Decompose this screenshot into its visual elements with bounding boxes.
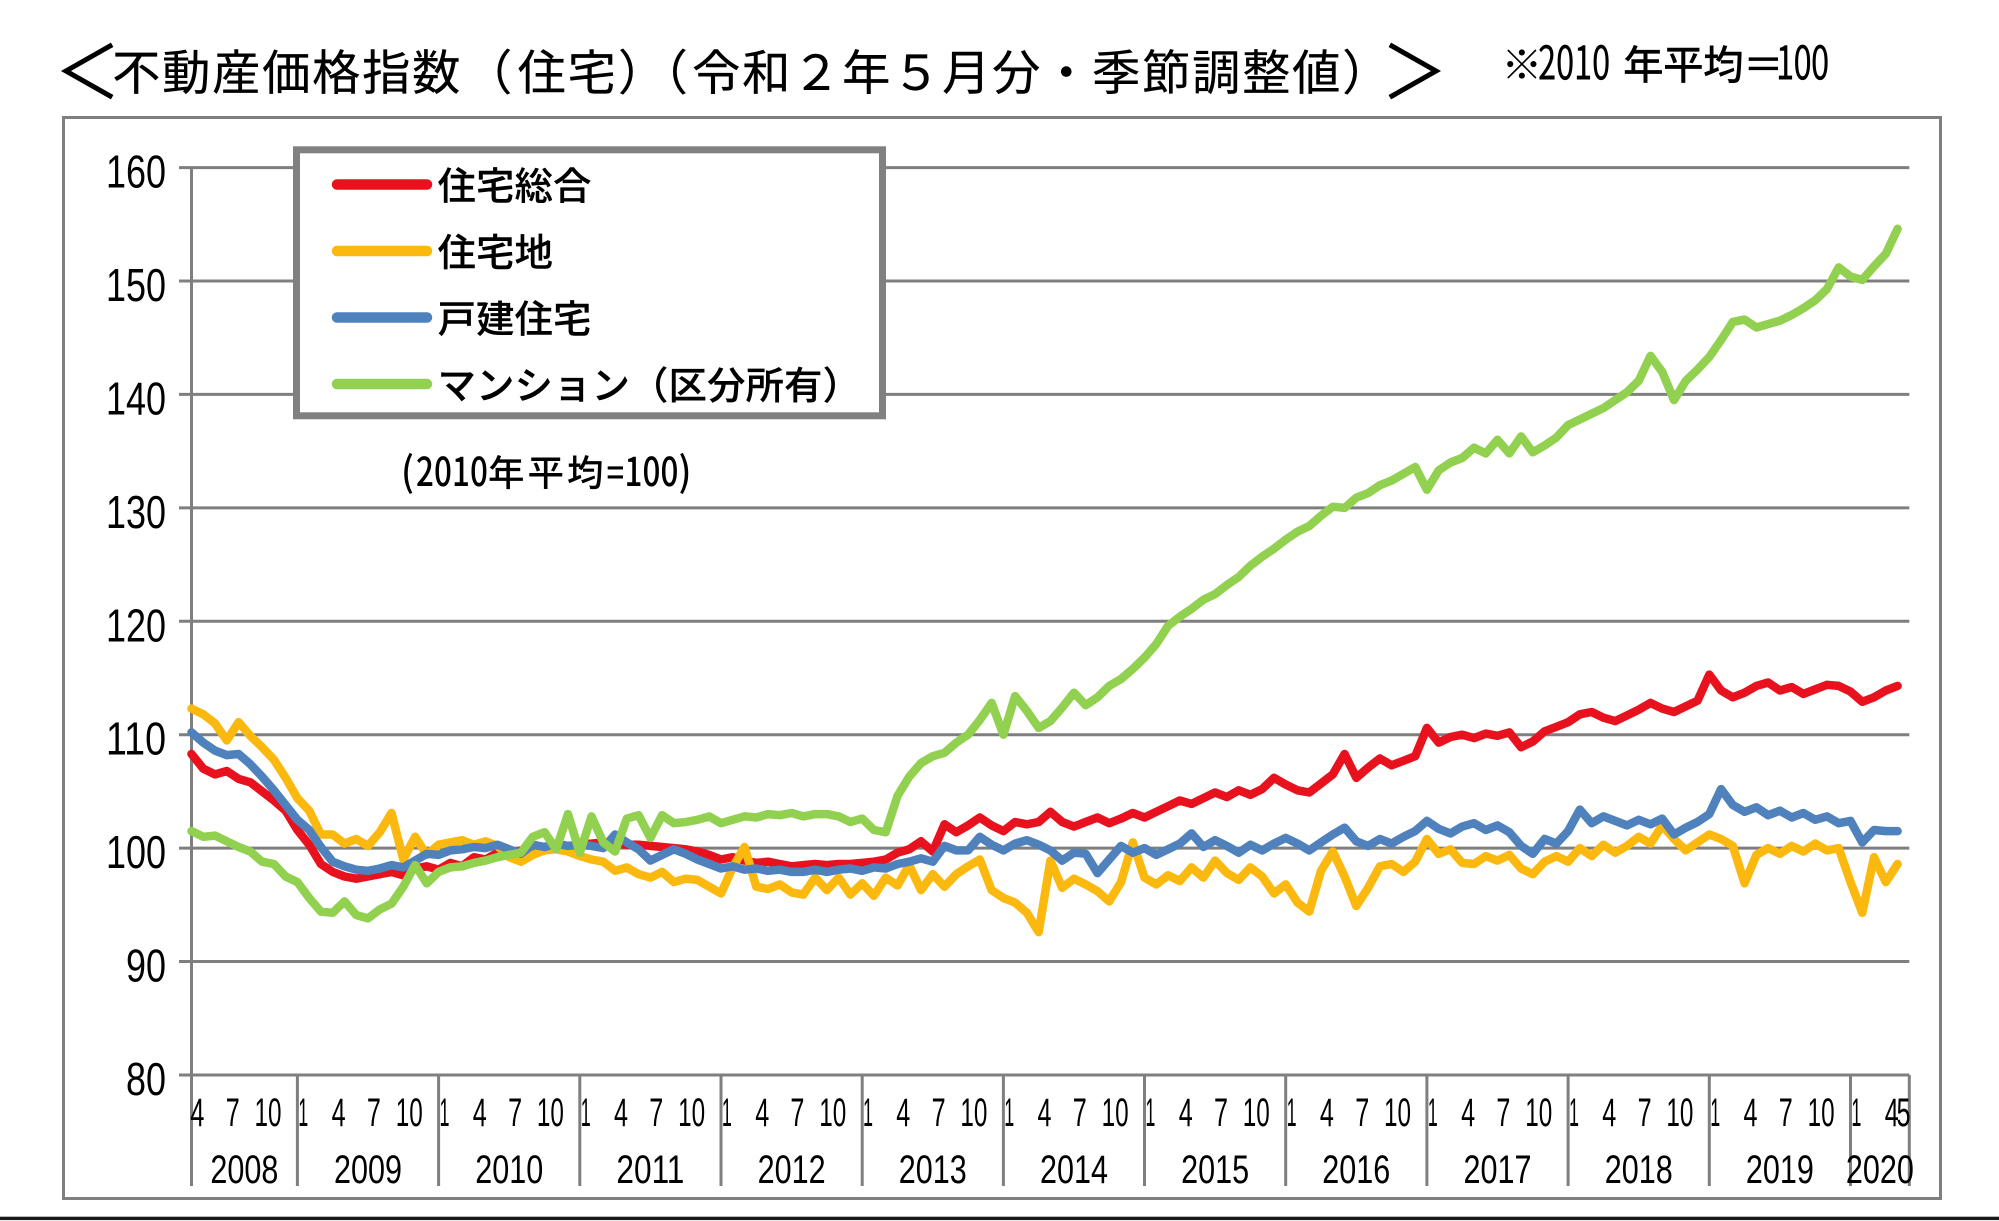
svg-text:120: 120 [106,599,166,651]
svg-text:1: 1 [1287,1091,1297,1135]
svg-text:80: 80 [126,1053,166,1105]
svg-text:1: 1 [1004,1091,1014,1135]
svg-text:7: 7 [1214,1091,1228,1135]
svg-text:5: 5 [1897,1091,1911,1135]
svg-text:130: 130 [106,486,166,538]
svg-text:10: 10 [1666,1091,1693,1135]
svg-text:10: 10 [819,1091,846,1135]
svg-text:1: 1 [1145,1091,1155,1135]
svg-text:10: 10 [1243,1091,1270,1135]
svg-text:10: 10 [255,1091,282,1135]
svg-text:7: 7 [932,1091,946,1135]
svg-text:2011: 2011 [616,1148,684,1192]
svg-text:2009: 2009 [334,1148,402,1192]
svg-text:7: 7 [1073,1091,1087,1135]
svg-text:90: 90 [126,940,166,992]
svg-text:10: 10 [960,1091,987,1135]
svg-text:1: 1 [1428,1091,1438,1135]
svg-text:2014: 2014 [1040,1148,1108,1192]
svg-text:2016: 2016 [1322,1148,1390,1192]
svg-text:2012: 2012 [758,1148,826,1192]
svg-text:10: 10 [1525,1091,1552,1135]
svg-text:4: 4 [1038,1091,1052,1135]
svg-text:2015: 2015 [1181,1148,1249,1192]
svg-text:7: 7 [226,1091,240,1135]
svg-text:7: 7 [1638,1091,1652,1135]
svg-text:2017: 2017 [1464,1148,1532,1192]
svg-text:1: 1 [1851,1091,1861,1135]
svg-text:4: 4 [1744,1091,1758,1135]
svg-text:4: 4 [614,1091,628,1135]
svg-text:2020: 2020 [1846,1148,1914,1192]
svg-text:4: 4 [1461,1091,1475,1135]
svg-text:2019: 2019 [1746,1148,1814,1192]
svg-text:1: 1 [1710,1091,1720,1135]
svg-text:7: 7 [367,1091,381,1135]
svg-text:7: 7 [1779,1091,1793,1135]
svg-text:1: 1 [298,1091,308,1135]
svg-text:1: 1 [722,1091,732,1135]
svg-text:4: 4 [1885,1091,1899,1135]
svg-text:1: 1 [863,1091,873,1135]
svg-text:10: 10 [396,1091,423,1135]
svg-text:100: 100 [106,826,166,878]
svg-text:1: 1 [581,1091,591,1135]
svg-text:4: 4 [1179,1091,1193,1135]
svg-text:140: 140 [106,372,166,424]
svg-text:2013: 2013 [899,1148,967,1192]
svg-text:4: 4 [1320,1091,1334,1135]
svg-text:7: 7 [508,1091,522,1135]
svg-text:4: 4 [332,1091,346,1135]
svg-text:7: 7 [649,1091,663,1135]
svg-text:2008: 2008 [210,1148,278,1192]
svg-text:4: 4 [755,1091,769,1135]
svg-text:10: 10 [537,1091,564,1135]
svg-text:7: 7 [790,1091,804,1135]
svg-text:2018: 2018 [1605,1148,1673,1192]
svg-text:10: 10 [1384,1091,1411,1135]
svg-text:4: 4 [1602,1091,1616,1135]
svg-text:4: 4 [896,1091,910,1135]
svg-text:150: 150 [106,259,166,311]
svg-text:10: 10 [1808,1091,1835,1135]
svg-text:4: 4 [473,1091,487,1135]
svg-text:10: 10 [1102,1091,1129,1135]
svg-text:10: 10 [678,1091,705,1135]
svg-text:160: 160 [106,146,166,198]
svg-text:1: 1 [1569,1091,1579,1135]
svg-text:7: 7 [1355,1091,1369,1135]
svg-text:7: 7 [1496,1091,1510,1135]
svg-text:2010: 2010 [475,1148,543,1192]
svg-text:110: 110 [106,713,166,765]
svg-text:1: 1 [440,1091,450,1135]
svg-text:4: 4 [190,1091,204,1135]
